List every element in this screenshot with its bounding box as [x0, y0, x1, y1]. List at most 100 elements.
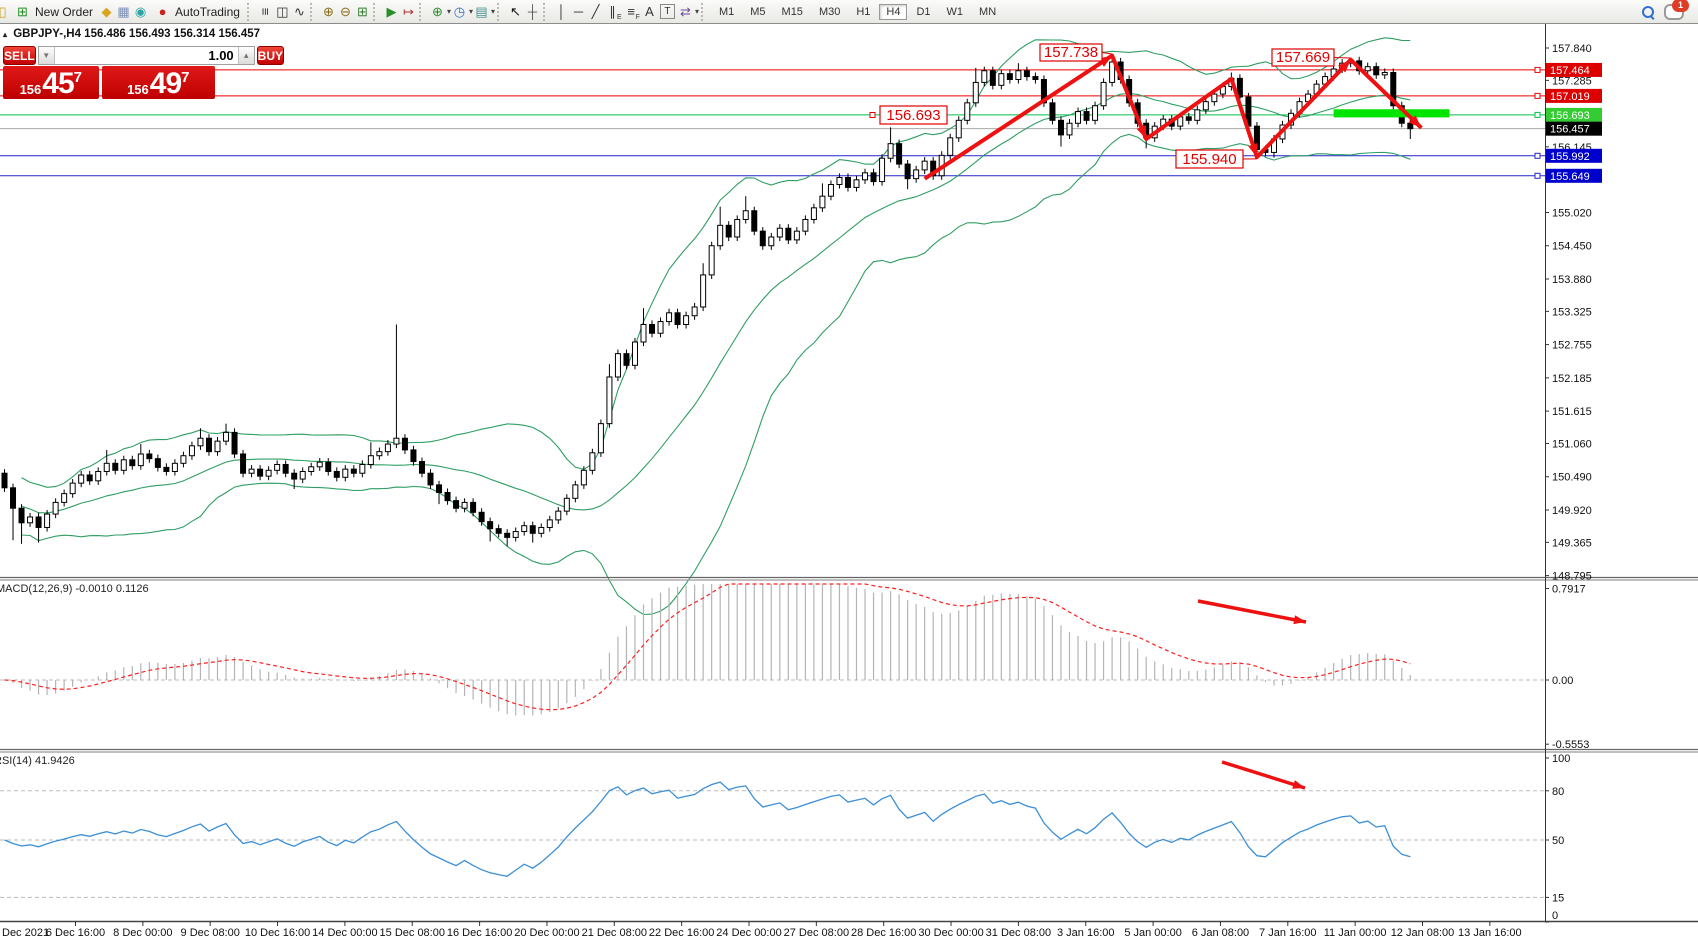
time-axis-label: 11 Jan 00:00	[1324, 927, 1387, 939]
candle	[1006, 73, 1013, 80]
timeframe-button-h1[interactable]: H1	[856, 5, 871, 18]
text-icon[interactable]: A	[645, 4, 654, 19]
macd-trend-arrow[interactable]	[1197, 599, 1307, 624]
buy-price-display[interactable]: 156 49 7	[101, 66, 215, 99]
fibonacci-icon[interactable]: ≡	[627, 4, 635, 19]
timeframe-button-m1[interactable]: M1	[718, 5, 735, 18]
price-label-box[interactable]	[1039, 43, 1103, 62]
sell-price-base: 156	[19, 82, 42, 97]
timeframe-button-d1[interactable]: D1	[916, 5, 931, 18]
candle	[683, 315, 690, 325]
dropdown-caret-icon[interactable]: ▾	[490, 7, 495, 16]
search-icon[interactable]	[1642, 5, 1655, 20]
candle	[649, 323, 656, 334]
clipped-left-icon[interactable]: ◧	[0, 4, 7, 19]
volume-increase-button[interactable]: ▲	[237, 47, 254, 64]
vertical-line-icon[interactable]: │	[557, 4, 566, 19]
terminal-icon[interactable]: ▦	[117, 4, 130, 19]
candlestick-chart-icon[interactable]: ◫	[276, 4, 289, 19]
arrows-icon[interactable]: ⇄	[680, 4, 691, 19]
templates-icon[interactable]: ▤	[475, 4, 488, 19]
rsi-trend-arrow[interactable]	[1221, 760, 1306, 790]
candle	[1066, 122, 1073, 136]
timeframe-button-m30[interactable]: M30	[818, 5, 841, 18]
sell-button[interactable]: SELL	[3, 46, 36, 65]
styles-icon[interactable]: ◆	[101, 4, 112, 19]
candle	[725, 224, 732, 238]
price-label-box[interactable]	[1271, 48, 1335, 67]
time-axis-label: 16 Dec 16:00	[447, 927, 512, 939]
rsi-axis-label: 15	[1552, 892, 1564, 904]
timeframe-button-m15[interactable]: M15	[781, 5, 803, 18]
price-label-box[interactable]	[879, 105, 948, 125]
candle	[1185, 116, 1192, 121]
collapse-quote-panel-icon[interactable]: ▴	[3, 30, 8, 39]
chat-icon[interactable]: 1	[1664, 0, 1689, 20]
candle	[299, 470, 306, 480]
candle	[120, 459, 127, 471]
candle	[1236, 77, 1243, 98]
candle	[1049, 102, 1056, 121]
timeframe-button-mn[interactable]: MN	[979, 5, 997, 18]
candle	[981, 70, 988, 83]
buy-button[interactable]: BUY	[256, 46, 285, 65]
candle	[418, 461, 425, 474]
equidistant-channel-icon[interactable]: ∥	[609, 4, 616, 19]
price-badge	[1546, 107, 1602, 122]
timeframe-button-w1[interactable]: W1	[946, 5, 964, 18]
price-label-box[interactable]	[1175, 149, 1244, 169]
candle	[103, 462, 110, 472]
time-axis-label: 21 Dec 08:00	[582, 927, 647, 939]
chart-title: ▴ GBPJPY-,H4 156.486 156.493 156.314 156…	[3, 28, 260, 40]
periods-icon[interactable]: ◷	[453, 4, 466, 19]
trendline-icon[interactable]: ╱	[591, 4, 600, 19]
indicators-icon[interactable]: ⊕	[432, 4, 443, 19]
horizontal-line-icon[interactable]: ─	[573, 4, 584, 19]
trend-arrowhead	[1408, 115, 1422, 128]
candle	[1023, 70, 1030, 78]
price-axis-label: 155.020	[1552, 207, 1592, 219]
candle	[1040, 78, 1047, 104]
highlight-zone[interactable]	[1333, 109, 1450, 118]
candle	[95, 470, 102, 482]
chart-shift-icon[interactable]: ↦	[403, 4, 414, 19]
candle	[188, 445, 195, 457]
candle	[333, 470, 340, 478]
cursor-icon[interactable]: ↖	[510, 4, 521, 19]
volume-input[interactable]	[54, 47, 238, 64]
zoom-in-icon[interactable]: ⊕	[323, 4, 334, 19]
price-axis-label: 149.920	[1552, 505, 1592, 517]
signals-icon[interactable]: ◉	[134, 4, 147, 19]
autotrading-button[interactable]: ● AutoTrading	[149, 2, 245, 22]
candle	[453, 500, 460, 509]
candle	[282, 463, 289, 474]
new-order-button[interactable]: ⊞ New Order	[9, 2, 98, 22]
rsi-axis-label: 100	[1552, 753, 1570, 765]
crosshair-icon[interactable]: ┼	[527, 4, 538, 19]
time-axis-label: 6 Dec 16:00	[46, 927, 105, 939]
volume-decrease-button[interactable]: ▼	[38, 47, 55, 64]
time-axis-label: 28 Dec 16:00	[851, 927, 916, 939]
time-axis-label: 7 Jan 16:00	[1259, 927, 1317, 939]
timeframe-button-h4[interactable]: H4	[879, 3, 908, 20]
trend-zigzag[interactable]	[923, 53, 1423, 181]
text-label-icon[interactable]: T	[659, 4, 675, 19]
candle	[325, 461, 332, 472]
time-axis-label: 15 Dec 08:00	[380, 927, 445, 939]
trend-arrowhead	[1338, 59, 1351, 73]
auto-scroll-icon[interactable]: ▶	[386, 4, 397, 19]
price-axis-label: 157.285	[1552, 75, 1592, 87]
dropdown-caret-icon[interactable]: ▾	[446, 7, 451, 16]
timeframe-button-m5[interactable]: M5	[750, 5, 766, 18]
dropdown-caret-icon[interactable]: ▾	[468, 7, 473, 16]
candle	[291, 472, 298, 480]
sell-price-display[interactable]: 156 45 7	[3, 66, 99, 99]
tile-windows-icon[interactable]: ⊞	[357, 4, 368, 19]
bar-chart-icon[interactable]: ≡	[257, 7, 273, 16]
line-chart-icon[interactable]: ∿	[294, 4, 305, 19]
candle	[478, 511, 485, 523]
dropdown-caret-icon[interactable]: ▾	[694, 7, 699, 16]
price-badge	[1546, 168, 1602, 183]
zoom-out-icon[interactable]: ⊖	[340, 4, 351, 19]
